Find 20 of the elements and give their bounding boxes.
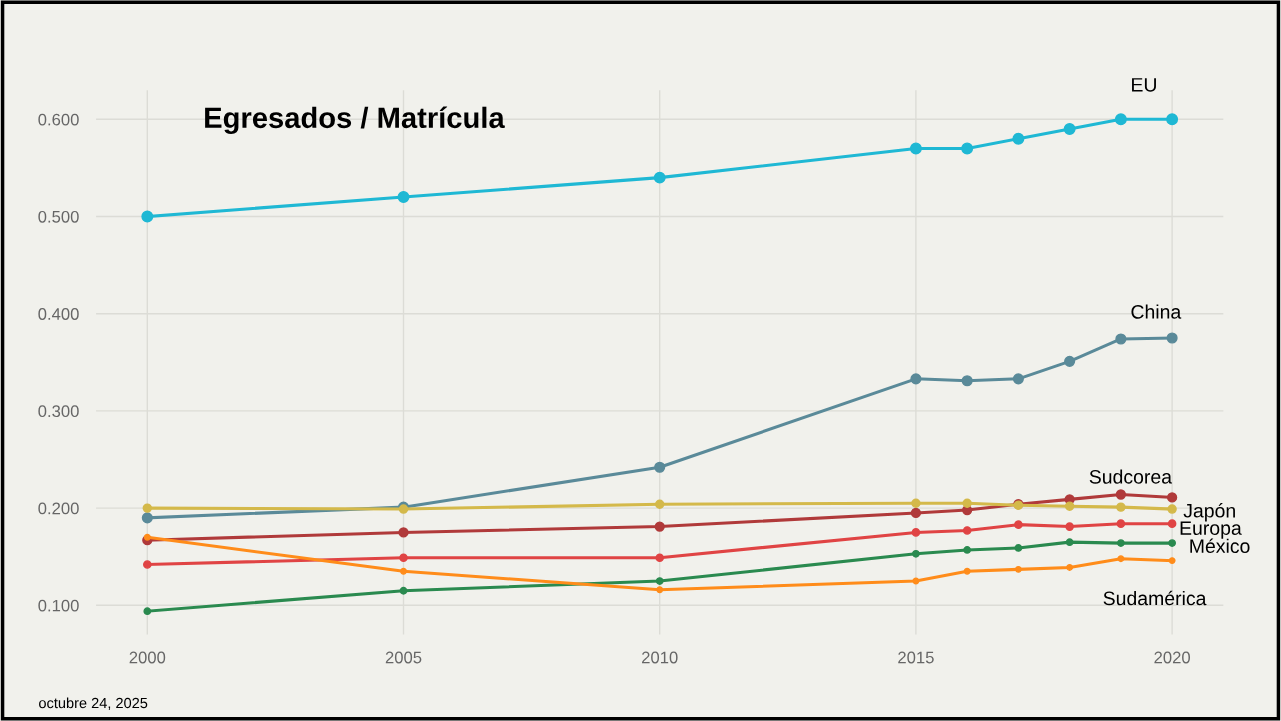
- y-tick-label: 0.400: [38, 308, 79, 320]
- series-label: Sudcorea: [1089, 469, 1173, 484]
- y-tick-label: 0.600: [38, 113, 79, 126]
- y-tick-label: 0.300: [38, 405, 79, 418]
- x-tick-label: 2020: [1154, 651, 1190, 664]
- y-tick-label: 0.500: [38, 210, 79, 223]
- series-label: Japón: [1183, 503, 1235, 522]
- text: octubre 24, 2025: [39, 697, 148, 710]
- series-label: EU: [1132, 78, 1156, 92]
- series-label: Sudamérica: [1103, 590, 1207, 606]
- y-tick-label: 0.100: [38, 599, 79, 612]
- series-label: Europa: [1180, 521, 1242, 539]
- text: Egresados / Matrícula: [205, 106, 505, 135]
- x-tick-label: 2010: [642, 651, 678, 664]
- x-tick-label: 2015: [898, 651, 934, 664]
- series-label: México: [1190, 538, 1250, 554]
- y-tick-label: 0.200: [38, 502, 79, 515]
- x-tick-label: 2000: [129, 651, 166, 664]
- series-label: China: [1131, 304, 1182, 319]
- x-tick-label: 2005: [385, 651, 422, 664]
